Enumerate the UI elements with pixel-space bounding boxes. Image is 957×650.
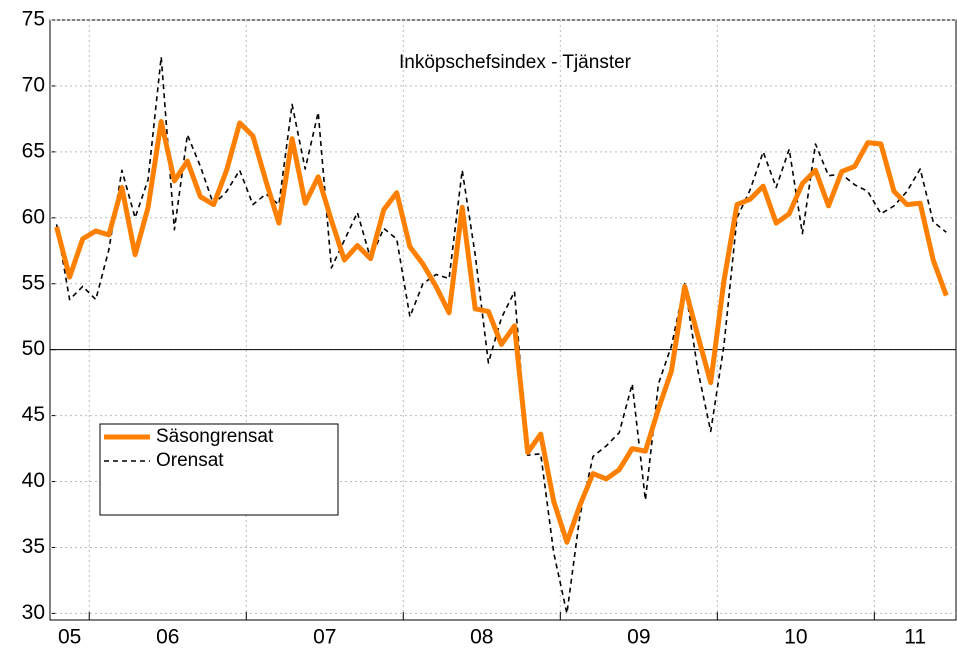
y-tick-label: 35: [22, 535, 45, 558]
x-tick-label: 07: [313, 626, 336, 649]
series-line: [55, 56, 947, 615]
legend-label: Säsongrensat: [156, 426, 274, 447]
x-tick-label: 08: [470, 626, 493, 649]
y-tick-label: 50: [22, 337, 45, 360]
y-tick-label: 65: [22, 139, 45, 162]
x-tick-label: 05: [58, 626, 81, 649]
y-tick-label: 75: [22, 8, 45, 31]
legend-label: Orensat: [156, 450, 224, 471]
chart-title: Inköpschefsindex - Tjänster: [399, 52, 632, 73]
x-tick-label: 11: [904, 626, 926, 649]
y-tick-label: 30: [22, 601, 45, 624]
x-tick-label: 09: [627, 626, 650, 649]
y-tick-label: 55: [22, 271, 45, 294]
plot-frame: [49, 19, 957, 621]
y-tick-label: 60: [22, 205, 45, 228]
y-tick-label: 40: [22, 469, 45, 492]
x-tick-label: 06: [156, 626, 179, 649]
series-line: [54, 119, 949, 545]
y-tick-label: 45: [22, 403, 45, 426]
x-tick-label: 10: [784, 626, 807, 649]
y-tick-label: 70: [22, 73, 45, 96]
